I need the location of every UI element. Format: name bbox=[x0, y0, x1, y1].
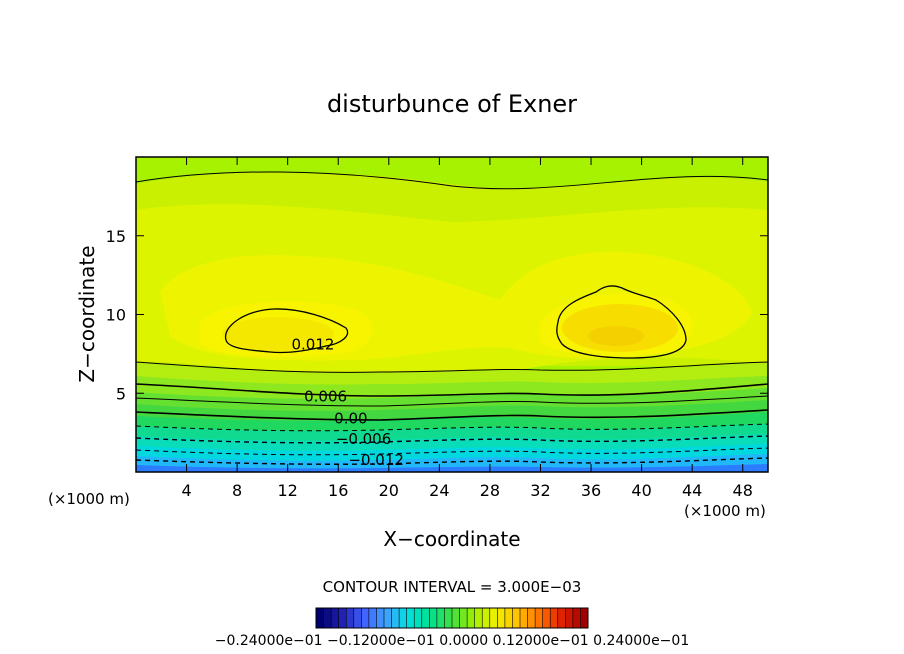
x-unit-label-right: (×1000 m) bbox=[684, 502, 766, 520]
contour-line-012-right bbox=[556, 285, 687, 359]
field-band-blue bbox=[136, 464, 768, 472]
colorbar-cell bbox=[459, 608, 468, 628]
field-band-lightblue bbox=[136, 454, 768, 472]
colorbar-cell bbox=[452, 608, 461, 628]
contour-label: 0.006 bbox=[304, 387, 347, 405]
colorbar-cell bbox=[572, 608, 581, 628]
contour-interval-text: CONTOUR INTERVAL = 3.000E−03 bbox=[323, 578, 582, 596]
colorbar-cell bbox=[331, 608, 340, 628]
colorbar-tick-labels: −0.24000e−01 −0.12000e−01 0.0000 0.12000… bbox=[215, 633, 689, 649]
x-tick-label: 32 bbox=[530, 481, 550, 500]
colorbar-cell bbox=[429, 608, 438, 628]
colorbar-cell bbox=[323, 608, 332, 628]
contour-line-neg012 bbox=[136, 457, 768, 465]
colorbar-cell bbox=[316, 608, 325, 628]
colorbar-cell bbox=[557, 608, 566, 628]
colorbar-cell bbox=[391, 608, 400, 628]
colorbar-cell bbox=[580, 608, 589, 628]
plot-area: 0.012 0.006 0.00 −0.006 −0.012 bbox=[136, 157, 768, 472]
colorbar-cell bbox=[527, 608, 536, 628]
x-tick-label: 16 bbox=[328, 481, 348, 500]
contour-line-neg003 bbox=[136, 423, 768, 432]
contour-line-top bbox=[136, 171, 768, 190]
contour-line-000 bbox=[136, 409, 768, 421]
colorbar-cell bbox=[542, 608, 551, 628]
y-axis-ticks: 5 10 15 bbox=[106, 227, 768, 403]
contour-line-neg009 bbox=[136, 447, 768, 456]
contour-line-012-left bbox=[225, 308, 349, 354]
x-tick-label: 4 bbox=[181, 481, 191, 500]
x-tick-label: 48 bbox=[733, 481, 753, 500]
y-tick-label: 15 bbox=[106, 227, 126, 246]
colorbar-cell bbox=[474, 608, 483, 628]
colorbar-cell bbox=[436, 608, 445, 628]
x-tick-label: 20 bbox=[379, 481, 399, 500]
x-tick-label: 12 bbox=[278, 481, 298, 500]
y-axis-label: Z−coordinate bbox=[75, 245, 99, 382]
colorbar-cell bbox=[346, 608, 355, 628]
x-axis-ticks: 4 8 12 16 20 24 28 32 36 40 44 48 bbox=[181, 157, 753, 500]
contour-line-006 bbox=[136, 383, 768, 397]
colorbar-cell bbox=[550, 608, 559, 628]
contour-label: 0.012 bbox=[291, 335, 334, 353]
colorbar-cell bbox=[414, 608, 423, 628]
colorbar-cell bbox=[368, 608, 377, 628]
contour-line-neg006 bbox=[136, 435, 768, 444]
colorbar-cell bbox=[421, 608, 430, 628]
x-tick-label: 28 bbox=[480, 481, 500, 500]
core-right-inner bbox=[588, 326, 644, 346]
x-tick-label: 40 bbox=[631, 481, 651, 500]
x-axis-label: X−coordinate bbox=[383, 527, 520, 551]
colorbar-cell bbox=[444, 608, 453, 628]
x-unit-label-left: (×1000 m) bbox=[48, 490, 130, 508]
colorbar-cell bbox=[520, 608, 529, 628]
contour-line-009 bbox=[136, 361, 768, 373]
x-tick-label: 36 bbox=[581, 481, 601, 500]
x-tick-label: 44 bbox=[682, 481, 702, 500]
y-tick-label: 5 bbox=[116, 384, 126, 403]
colorbar-cell bbox=[376, 608, 385, 628]
contour-line-003 bbox=[136, 395, 768, 407]
contour-label: 0.00 bbox=[334, 409, 367, 427]
colorbar-cell bbox=[338, 608, 347, 628]
colorbar-cell bbox=[565, 608, 574, 628]
x-tick-label: 8 bbox=[232, 481, 242, 500]
colorbar-cell bbox=[467, 608, 476, 628]
colorbar-cell bbox=[504, 608, 513, 628]
colorbar-cell bbox=[482, 608, 491, 628]
colorbar-cell bbox=[489, 608, 498, 628]
colorbar-cell bbox=[384, 608, 393, 628]
x-tick-label: 24 bbox=[429, 481, 449, 500]
contour-label: −0.006 bbox=[336, 430, 392, 448]
colorbar-cell bbox=[406, 608, 415, 628]
colorbar-cell bbox=[399, 608, 408, 628]
colorbar-cell bbox=[497, 608, 506, 628]
y-tick-label: 10 bbox=[106, 306, 126, 325]
colorbar-cell bbox=[361, 608, 370, 628]
colorbar bbox=[315, 608, 589, 628]
colorbar-cell bbox=[535, 608, 544, 628]
colorbar-cell bbox=[353, 608, 362, 628]
core-left bbox=[222, 317, 334, 351]
colorbar-cell bbox=[512, 608, 521, 628]
contour-label: −0.012 bbox=[348, 451, 404, 469]
contour-labels: 0.012 0.006 0.00 −0.006 −0.012 bbox=[291, 335, 404, 469]
colorbar-frame bbox=[315, 607, 589, 629]
chart-title: disturbunce of Exner bbox=[327, 90, 577, 118]
